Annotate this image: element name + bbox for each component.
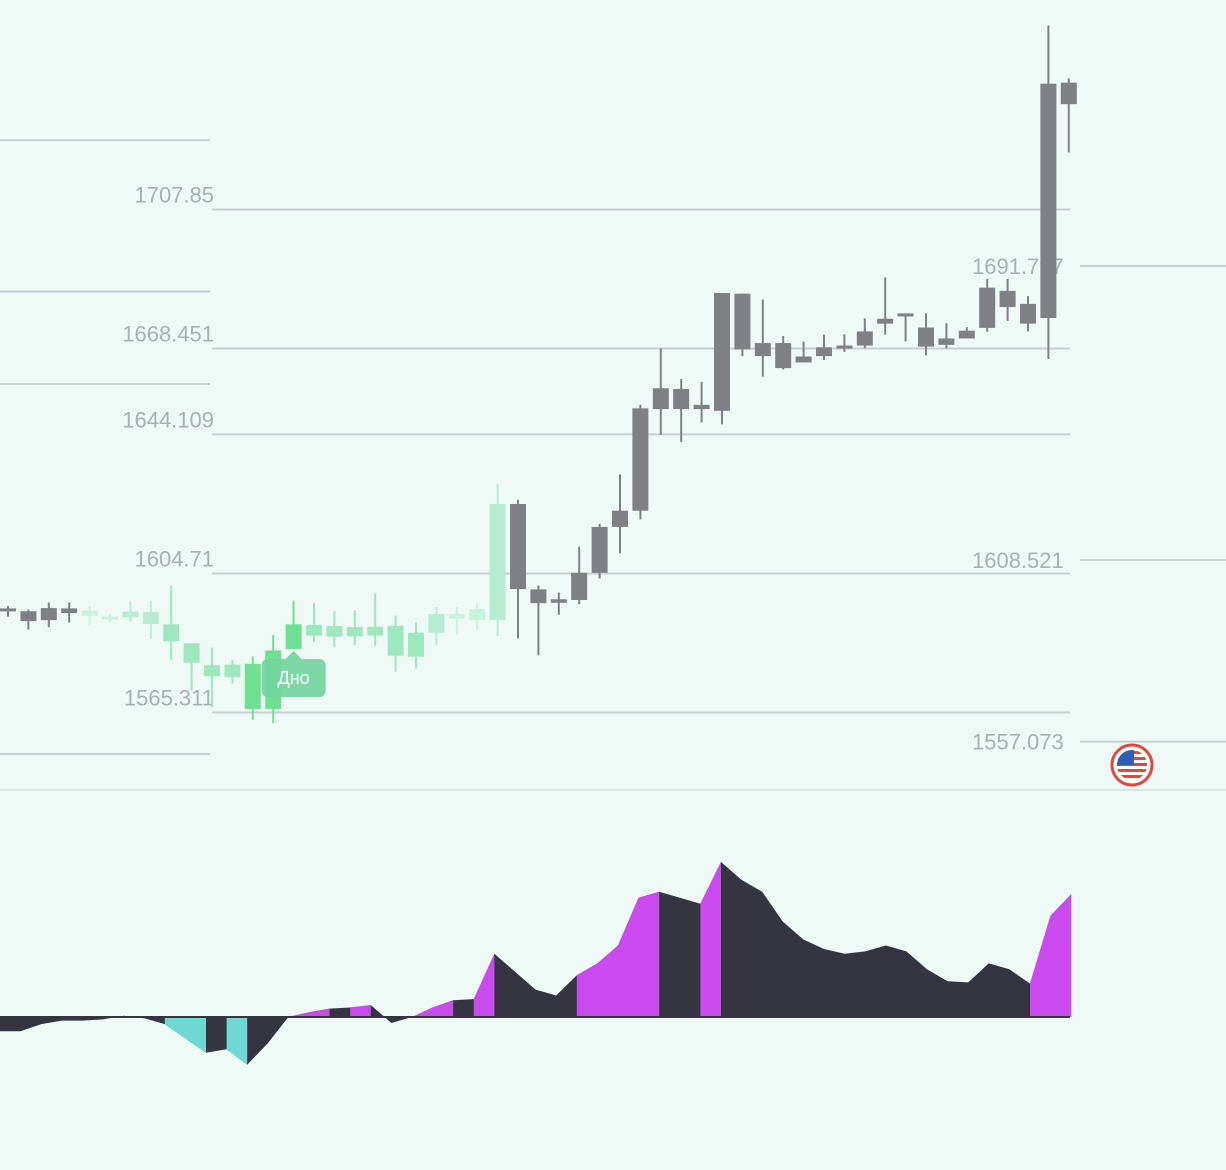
candle-body — [571, 572, 588, 600]
oscillator-highlight — [1030, 894, 1072, 1017]
candle-body — [734, 293, 751, 350]
candle-body — [775, 343, 792, 369]
price-levels: 1707.85 1668.451 1644.109 1604.71 1565.311 16… — [0, 139, 1226, 756]
bottom-marker[interactable]: Дно — [261, 651, 326, 698]
candle-body — [489, 503, 506, 621]
us-flag-icon[interactable] — [1110, 743, 1154, 787]
candle-body — [979, 287, 996, 328]
candle-body — [142, 611, 159, 624]
level-label: 1604.71 — [134, 546, 214, 571]
candle-body — [877, 318, 894, 324]
candlestick-series — [0, 25, 1077, 724]
candle-body — [652, 388, 669, 410]
oscillator-area — [0, 862, 1072, 1065]
candle-body — [122, 611, 139, 618]
candle-body — [204, 665, 220, 677]
candle-body — [999, 290, 1016, 308]
level-label: 1707.85 — [134, 183, 214, 208]
oscillator-highlight — [473, 953, 495, 1017]
candle-body — [550, 599, 567, 603]
candle-body — [81, 610, 98, 616]
candle-body — [163, 624, 180, 642]
candle-body — [958, 330, 975, 339]
level-label: 1557.073 — [972, 730, 1064, 755]
candle-body — [693, 404, 710, 410]
oscillator-highlight — [576, 891, 660, 1017]
candle-body — [1020, 303, 1036, 324]
oscillator-highlight — [288, 1008, 330, 1017]
candle-body — [40, 608, 57, 621]
candle-body — [61, 608, 78, 614]
level-label: 1565.311 — [124, 686, 214, 711]
candle-body — [0, 608, 16, 612]
candle-body — [326, 626, 343, 637]
candle-body — [346, 627, 363, 637]
candle-body — [102, 616, 118, 620]
candle-body — [224, 664, 241, 677]
marker-pointer — [285, 651, 302, 660]
oscillator-highlight — [164, 1017, 206, 1053]
candle-body — [244, 663, 261, 710]
level-label: 1608.521 — [972, 548, 1064, 573]
oscillator-highlight — [350, 1005, 371, 1017]
candle-body — [448, 614, 465, 619]
candle-body — [1060, 82, 1077, 105]
candle-body — [1040, 83, 1057, 319]
candle-body — [306, 625, 322, 636]
candle-body — [469, 609, 486, 621]
candle-body — [530, 589, 547, 604]
oscillator-highlight — [700, 862, 721, 1017]
candle-body — [754, 343, 771, 357]
candle-body — [510, 503, 526, 590]
oscillator-pane — [0, 862, 1072, 1065]
candle-body — [856, 331, 873, 346]
candle-body — [428, 614, 445, 633]
candle-body — [918, 327, 934, 347]
candle-body — [591, 526, 608, 573]
oscillator-highlight — [226, 1017, 248, 1065]
candle-body — [632, 408, 649, 511]
candle-body — [183, 643, 200, 663]
candle-body — [836, 345, 853, 349]
candle-body — [408, 632, 424, 657]
marker-label: Дно — [278, 668, 310, 688]
candle-body — [816, 347, 832, 357]
candle-body — [673, 388, 690, 410]
candle-body — [612, 510, 628, 527]
candle-body — [938, 338, 955, 345]
candle-body — [387, 625, 404, 656]
candle-body — [795, 356, 812, 363]
level-label: 1668.451 — [122, 322, 214, 347]
candle-body — [20, 611, 37, 622]
level-label: 1644.109 — [122, 407, 214, 432]
oscillator-highlight — [412, 1000, 454, 1017]
candle-body — [897, 313, 914, 317]
candle-body — [367, 626, 384, 636]
candle-body — [285, 624, 302, 650]
candle-body — [714, 292, 730, 411]
marker-box[interactable] — [261, 659, 326, 698]
